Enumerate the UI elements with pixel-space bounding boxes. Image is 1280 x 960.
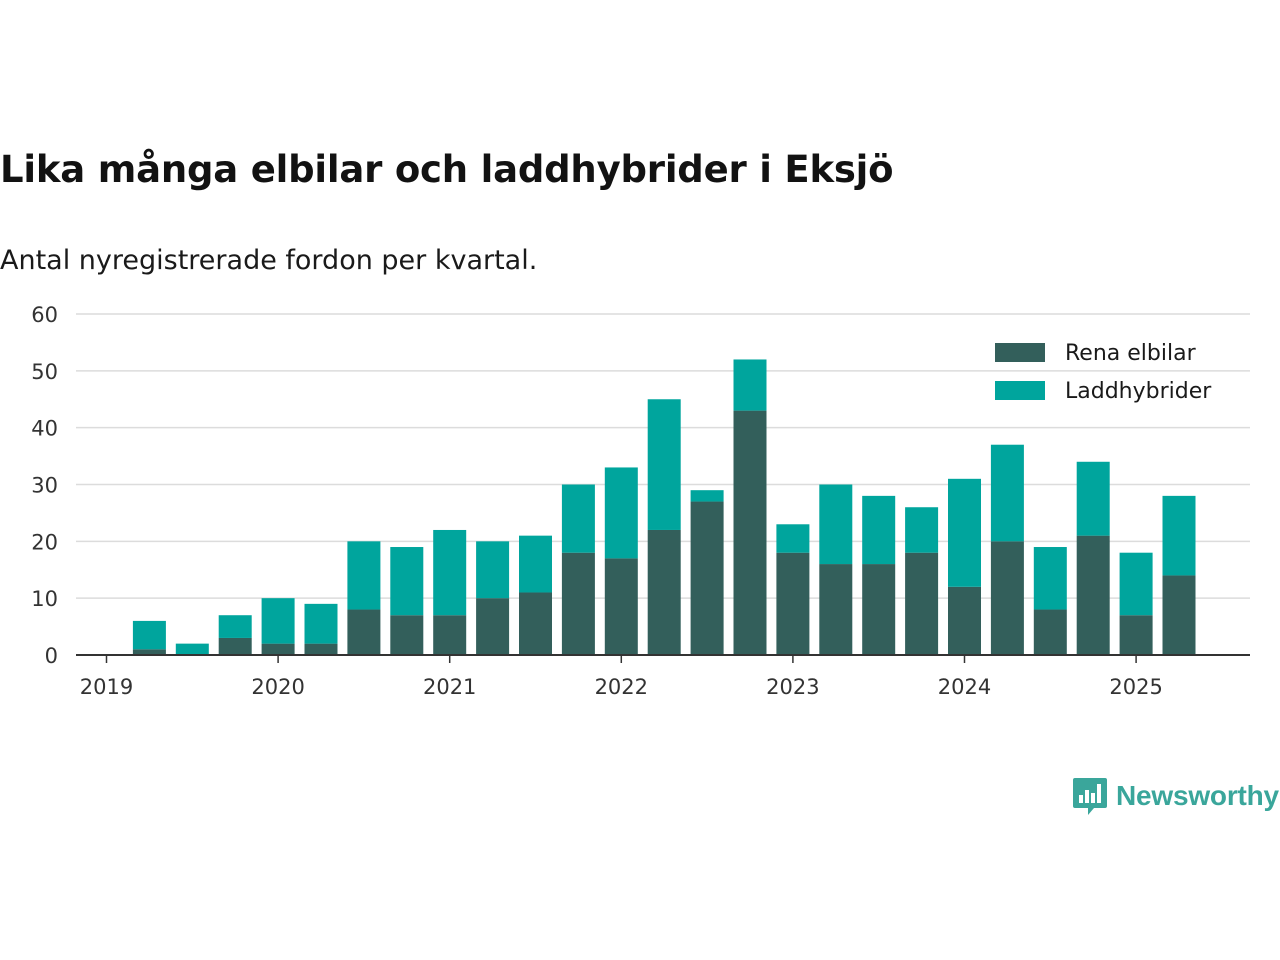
bar-laddhybrider [218, 615, 252, 638]
legend-swatch [995, 381, 1045, 400]
bar-laddhybrider [990, 444, 1024, 542]
bar-rena-elbilar [347, 609, 381, 655]
bar-laddhybrider [1119, 552, 1153, 616]
bar-laddhybrider [347, 541, 381, 610]
bar-laddhybrider [476, 541, 510, 599]
bar-rena-elbilar [604, 558, 638, 655]
bar-laddhybrider [132, 620, 166, 650]
bar-rena-elbilar [476, 598, 510, 655]
brand-name: Newsworthy [1116, 780, 1279, 811]
bars [132, 359, 1196, 655]
bar-rena-elbilar [948, 586, 981, 655]
x-tick-label: 2025 [1109, 675, 1162, 699]
bar-laddhybrider [647, 399, 681, 530]
bar-laddhybrider [776, 524, 810, 553]
bar-laddhybrider [690, 490, 724, 502]
y-tick-label: 20 [31, 530, 58, 554]
bar-laddhybrider [390, 547, 424, 616]
x-tick-labels: 2019 2020 2021 2022 2023 2024 2025 [80, 655, 1163, 699]
y-tick-label: 60 [31, 303, 58, 327]
chart-title: Lika många elbilar och laddhybrider i Ek… [0, 148, 894, 191]
bar-laddhybrider [1076, 461, 1110, 536]
bar-laddhybrider [948, 478, 981, 587]
bar-rena-elbilar [561, 552, 595, 655]
y-tick-label: 40 [31, 417, 58, 441]
bar-laddhybrider [905, 507, 939, 553]
legend: Rena elbilar Laddhybrider [995, 341, 1212, 404]
bar-laddhybrider [175, 643, 209, 655]
bar-laddhybrider [519, 535, 552, 593]
x-tick-label: 2020 [251, 675, 304, 699]
bar-laddhybrider [304, 603, 338, 644]
chart-subtitle: Antal nyregistrerade fordon per kvartal. [0, 245, 538, 276]
bar-rena-elbilar [132, 649, 166, 655]
bar-rena-elbilar [819, 564, 853, 655]
bar-laddhybrider [862, 495, 896, 565]
legend-label: Rena elbilar [1065, 341, 1197, 366]
bar-rena-elbilar [218, 637, 252, 655]
bar-rena-elbilar [990, 541, 1024, 655]
bar-laddhybrider [561, 484, 595, 553]
bar-laddhybrider [819, 484, 853, 565]
y-tick-label: 50 [31, 360, 58, 384]
bar-chart-speech-bubble-icon [1073, 778, 1107, 815]
y-tick-label: 0 [45, 644, 58, 668]
bar-rena-elbilar [1119, 615, 1153, 655]
x-tick-label: 2023 [766, 675, 819, 699]
bar-rena-elbilar [390, 615, 424, 655]
bar-rena-elbilar [647, 529, 681, 655]
bar-rena-elbilar [862, 564, 896, 655]
x-tick-label: 2022 [595, 675, 648, 699]
bar-laddhybrider [1162, 495, 1196, 576]
legend-swatch [995, 343, 1045, 362]
x-tick-label: 2021 [423, 675, 476, 699]
bar-rena-elbilar [261, 643, 295, 655]
bar-laddhybrider [433, 529, 467, 616]
x-tick-label: 2024 [938, 675, 991, 699]
bar-rena-elbilar [1033, 609, 1067, 655]
bar-rena-elbilar [433, 615, 467, 655]
bar-laddhybrider [261, 598, 295, 644]
bar-rena-elbilar [1162, 575, 1196, 655]
bar-laddhybrider [604, 467, 638, 559]
y-tick-labels: 0 10 20 30 40 50 60 [31, 303, 58, 668]
legend-label: Laddhybrider [1065, 379, 1212, 404]
bar-laddhybrider [733, 359, 767, 411]
bar-rena-elbilar [1076, 535, 1110, 655]
bar-rena-elbilar [905, 552, 939, 655]
bar-rena-elbilar [733, 410, 767, 655]
bar-laddhybrider [1033, 547, 1067, 610]
y-tick-label: 30 [31, 474, 58, 498]
newsworthy-logo: Newsworthy [1072, 776, 1279, 816]
x-tick-label: 2019 [80, 675, 133, 699]
bar-rena-elbilar [690, 501, 724, 655]
bar-rena-elbilar [304, 643, 338, 655]
y-tick-label: 10 [31, 587, 58, 611]
bar-rena-elbilar [776, 552, 810, 655]
bar-rena-elbilar [519, 592, 552, 655]
